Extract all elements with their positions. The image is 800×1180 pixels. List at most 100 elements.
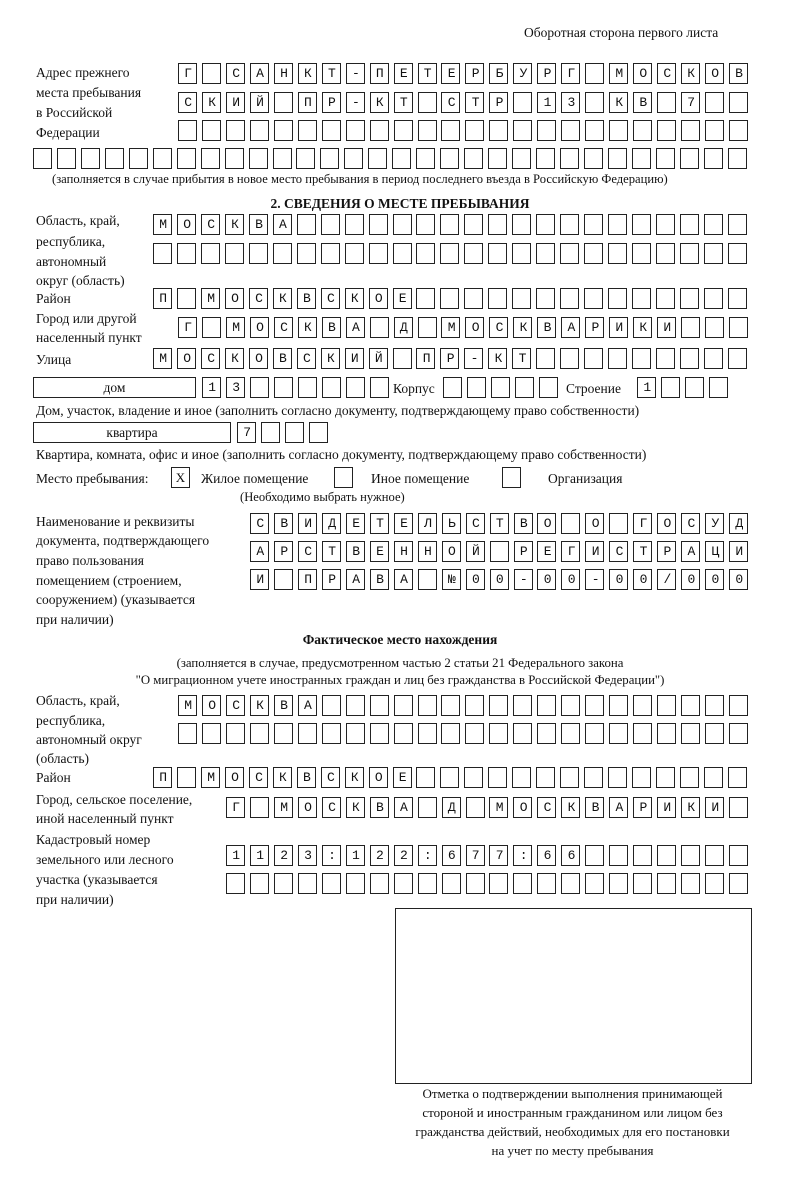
char-cell[interactable] — [321, 541, 341, 562]
char-cell[interactable] — [297, 377, 317, 398]
char-cell[interactable] — [296, 348, 316, 369]
char-cell[interactable] — [345, 541, 365, 562]
char-cell[interactable] — [729, 541, 748, 562]
char-cell[interactable] — [561, 873, 581, 894]
char-cell[interactable] — [609, 513, 629, 534]
char-cell[interactable] — [321, 377, 341, 398]
char-cell[interactable] — [178, 120, 197, 141]
char-cell[interactable] — [273, 92, 293, 113]
char-cell[interactable] — [297, 92, 317, 113]
char-cell[interactable] — [224, 243, 244, 264]
char-cell[interactable] — [296, 288, 316, 309]
char-cell[interactable] — [321, 513, 341, 534]
char-cell[interactable] — [465, 513, 485, 534]
char-cell[interactable] — [393, 63, 413, 84]
char-cell[interactable] — [345, 845, 365, 866]
char-cell[interactable] — [104, 148, 124, 169]
char-cell[interactable] — [728, 92, 748, 113]
char-cell[interactable] — [703, 243, 723, 264]
char-cell[interactable] — [296, 767, 316, 788]
char-cell[interactable] — [417, 845, 437, 866]
char-cell[interactable] — [633, 723, 652, 744]
char-cell[interactable] — [537, 695, 557, 716]
char-cell[interactable] — [684, 377, 704, 398]
char-cell[interactable] — [537, 63, 557, 84]
char-cell[interactable] — [321, 845, 341, 866]
char-cell[interactable] — [248, 348, 268, 369]
char-cell[interactable] — [393, 92, 413, 113]
stay-option-checkbox[interactable] — [502, 467, 521, 488]
char-cell[interactable] — [585, 569, 605, 590]
char-cell[interactable] — [561, 541, 581, 562]
char-cell[interactable] — [224, 767, 244, 788]
char-cell[interactable] — [513, 63, 533, 84]
char-cell[interactable] — [585, 797, 605, 818]
char-cell[interactable] — [657, 873, 677, 894]
char-cell[interactable] — [464, 288, 484, 309]
char-cell[interactable] — [320, 243, 340, 264]
char-cell[interactable] — [201, 695, 221, 716]
char-cell[interactable] — [679, 243, 699, 264]
char-cell[interactable] — [393, 873, 413, 894]
char-cell[interactable] — [465, 63, 485, 84]
char-cell[interactable] — [226, 873, 245, 894]
char-cell[interactable] — [465, 317, 485, 338]
char-cell[interactable] — [321, 695, 341, 716]
char-cell[interactable] — [657, 541, 677, 562]
char-cell[interactable] — [466, 377, 486, 398]
char-cell[interactable] — [273, 797, 293, 818]
char-cell[interactable] — [631, 148, 651, 169]
char-cell[interactable] — [369, 569, 389, 590]
char-cell[interactable] — [250, 513, 269, 534]
apt-type-field[interactable]: квартира — [33, 422, 231, 443]
char-cell[interactable] — [369, 541, 389, 562]
char-cell[interactable] — [729, 569, 748, 590]
char-cell[interactable] — [320, 288, 340, 309]
char-cell[interactable] — [417, 317, 437, 338]
char-cell[interactable] — [345, 797, 365, 818]
char-cell[interactable] — [176, 348, 196, 369]
char-cell[interactable] — [440, 148, 460, 169]
char-cell[interactable] — [416, 243, 436, 264]
char-cell[interactable] — [225, 723, 245, 744]
char-cell[interactable] — [729, 797, 748, 818]
char-cell[interactable] — [608, 348, 627, 369]
char-cell[interactable] — [681, 695, 700, 716]
char-cell[interactable] — [704, 723, 724, 744]
char-cell[interactable] — [488, 243, 508, 264]
char-cell[interactable] — [176, 214, 196, 235]
char-cell[interactable] — [633, 513, 653, 534]
char-cell[interactable] — [273, 723, 293, 744]
char-cell[interactable] — [679, 148, 699, 169]
char-cell[interactable] — [464, 214, 484, 235]
char-cell[interactable] — [321, 317, 341, 338]
char-cell[interactable] — [728, 317, 748, 338]
char-cell[interactable] — [679, 214, 699, 235]
char-cell[interactable] — [512, 214, 532, 235]
char-cell[interactable] — [345, 873, 365, 894]
char-cell[interactable] — [296, 214, 316, 235]
char-cell[interactable] — [272, 288, 292, 309]
char-cell[interactable] — [226, 797, 245, 818]
char-cell[interactable] — [321, 873, 341, 894]
char-cell[interactable] — [537, 873, 557, 894]
char-cell[interactable] — [489, 513, 509, 534]
char-cell[interactable] — [33, 148, 52, 169]
char-cell[interactable] — [200, 288, 220, 309]
char-cell[interactable] — [224, 288, 244, 309]
char-cell[interactable] — [585, 541, 605, 562]
char-cell[interactable] — [441, 873, 461, 894]
char-cell[interactable] — [225, 695, 245, 716]
char-cell[interactable] — [729, 845, 748, 866]
char-cell[interactable] — [537, 317, 557, 338]
char-cell[interactable] — [176, 243, 196, 264]
char-cell[interactable] — [609, 845, 629, 866]
char-cell[interactable] — [704, 92, 724, 113]
char-cell[interactable] — [608, 288, 627, 309]
char-cell[interactable] — [321, 92, 341, 113]
char-cell[interactable] — [560, 288, 580, 309]
char-cell[interactable] — [585, 92, 605, 113]
char-cell[interactable] — [393, 845, 413, 866]
char-cell[interactable] — [272, 243, 292, 264]
char-cell[interactable] — [297, 63, 317, 84]
